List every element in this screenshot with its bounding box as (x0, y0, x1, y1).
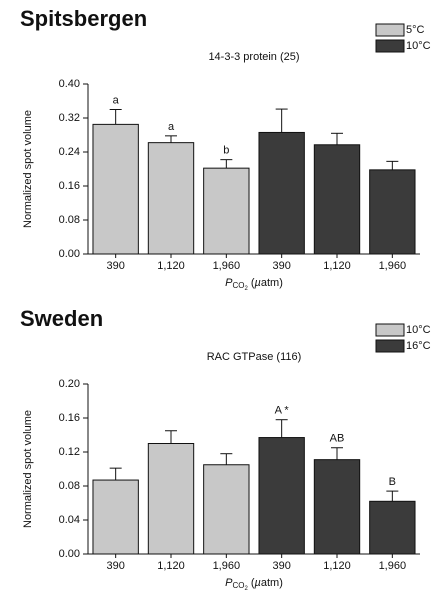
y-axis-label: Normalized spot volume (22, 110, 34, 228)
x-tick-label: 390 (106, 260, 124, 272)
y-tick-label: 0.16 (59, 180, 80, 192)
y-tick-label: 0.16 (59, 412, 80, 424)
legend-label: 10°C (406, 324, 431, 336)
significance-letter: a (168, 121, 175, 133)
y-tick-label: 0.40 (59, 78, 80, 90)
y-tick-label: 0.08 (59, 214, 80, 226)
y-tick-label: 0.00 (59, 548, 80, 560)
x-tick-label: 1,960 (379, 260, 407, 272)
y-tick-label: 0.08 (59, 480, 80, 492)
bar (92, 123, 139, 255)
subtitle: 14-3-3 protein (25) (208, 51, 299, 63)
x-axis-label-part: 2 (244, 286, 248, 292)
x-axis-label-part: atm) (261, 277, 283, 289)
x-axis-label-part: CO (232, 281, 244, 290)
x-tick-label: 1,120 (157, 560, 185, 572)
y-axis-label: Normalized spot volume (22, 410, 34, 528)
bar (147, 142, 195, 255)
legend-swatch (375, 339, 405, 353)
x-axis-label-part: P (225, 277, 233, 289)
x-tick-label: 1,120 (157, 260, 185, 272)
bar (92, 479, 139, 555)
x-axis-label-part: atm) (261, 577, 283, 589)
legend-label: 16°C (406, 340, 431, 352)
chart: Sweden RAC GTPase (116) 10°C 16°C Normalized… (20, 306, 431, 592)
legend-label: 10°C (406, 40, 431, 52)
x-axis-label-part: µ (255, 277, 261, 289)
bar (313, 459, 361, 555)
bar (203, 167, 250, 255)
x-tick-label: 390 (106, 560, 124, 572)
significance-letter: a (113, 94, 120, 106)
x-tick-label: 390 (272, 260, 290, 272)
x-tick-label: 1,960 (213, 560, 241, 572)
legend-swatch (375, 323, 405, 337)
y-tick-label: 0.32 (59, 112, 80, 124)
bar (147, 443, 195, 555)
x-tick-label: 390 (272, 560, 290, 572)
y-tick-label: 0.24 (59, 146, 80, 158)
chart-title: Sweden (20, 306, 103, 331)
legend-label: 5°C (406, 24, 425, 36)
x-axis-label-part: ( (248, 577, 255, 589)
y-tick-label: 0.20 (59, 378, 80, 390)
x-axis-label-part: CO (232, 581, 244, 590)
bar (258, 437, 305, 555)
x-tick-label: 1,120 (323, 260, 351, 272)
x-tick-label: 1,960 (379, 560, 407, 572)
legend-swatch (375, 23, 405, 37)
y-tick-label: 0.04 (59, 514, 80, 526)
x-tick-label: 1,120 (323, 560, 351, 572)
chart-title: Spitsbergen (20, 6, 147, 31)
x-axis-label: PCO2 (µatm) (225, 277, 283, 292)
x-axis-label-part: P (225, 577, 233, 589)
subtitle: RAC GTPase (116) (207, 351, 302, 363)
y-tick-label: 0.00 (59, 248, 80, 260)
x-axis-label-part: ( (248, 277, 255, 289)
x-axis-label-part: 2 (244, 586, 248, 592)
significance-letter: AB (330, 433, 345, 445)
bar (313, 144, 361, 255)
bar (203, 464, 250, 555)
bar (258, 131, 305, 255)
x-tick-label: 1,960 (213, 260, 241, 272)
x-axis-label: PCO2 (µatm) (225, 577, 283, 592)
significance-letter: B (389, 476, 396, 488)
chart: Spitsbergen 14-3-3 protein (25) 5°C 10°C Nor… (20, 6, 431, 292)
bar (369, 169, 416, 255)
significance-letter: b (223, 145, 229, 157)
bar (369, 500, 416, 555)
legend-swatch (375, 39, 405, 53)
y-tick-label: 0.12 (59, 446, 80, 458)
x-axis-label-part: µ (255, 577, 261, 589)
significance-letter: A * (275, 405, 290, 417)
